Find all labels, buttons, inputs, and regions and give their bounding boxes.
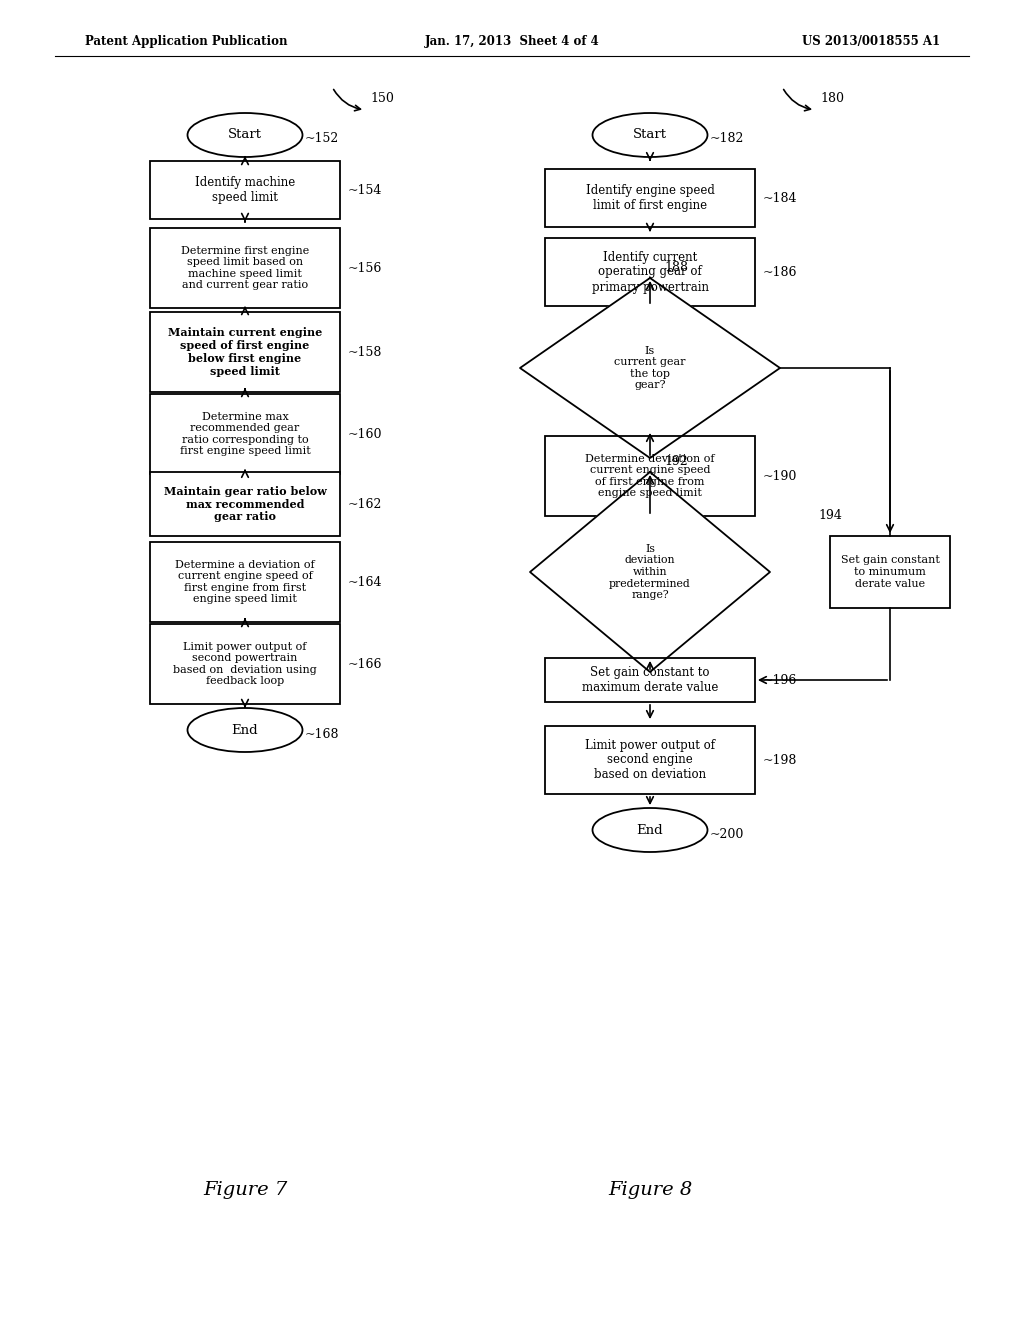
- Text: ~168: ~168: [305, 727, 340, 741]
- Bar: [150, 543, 340, 622]
- Text: Determine first engine
speed limit based on
machine speed limit
and current gear: Determine first engine speed limit based…: [181, 246, 309, 290]
- Text: ~154: ~154: [348, 183, 382, 197]
- Text: Identify machine
speed limit: Identify machine speed limit: [195, 176, 295, 205]
- Text: ~152: ~152: [305, 132, 339, 145]
- Text: Start: Start: [228, 128, 262, 141]
- Text: Limit power output of
second engine
based on deviation: Limit power output of second engine base…: [585, 738, 715, 781]
- Text: 194: 194: [818, 510, 842, 521]
- Text: ~160: ~160: [348, 428, 383, 441]
- Bar: [150, 393, 340, 474]
- Text: Is
current gear
the top
gear?: Is current gear the top gear?: [614, 346, 686, 391]
- Bar: [150, 624, 340, 704]
- Text: ~162: ~162: [348, 498, 382, 511]
- Ellipse shape: [187, 708, 302, 752]
- Polygon shape: [520, 279, 780, 458]
- Text: Jan. 17, 2013  Sheet 4 of 4: Jan. 17, 2013 Sheet 4 of 4: [425, 36, 599, 49]
- Text: Determine max
recommended gear
ratio corresponding to
first engine speed limit: Determine max recommended gear ratio cor…: [179, 412, 310, 457]
- Bar: [150, 473, 340, 536]
- Text: ~182: ~182: [710, 132, 744, 145]
- Bar: [150, 312, 340, 392]
- Ellipse shape: [593, 808, 708, 851]
- Text: ~164: ~164: [348, 576, 383, 589]
- Text: ~196: ~196: [763, 673, 798, 686]
- Bar: [830, 536, 950, 609]
- Ellipse shape: [593, 114, 708, 157]
- Text: Is
deviation
within
predetermined
range?: Is deviation within predetermined range?: [609, 544, 691, 601]
- Text: ~186: ~186: [763, 265, 798, 279]
- Bar: [545, 169, 755, 227]
- Text: Figure 8: Figure 8: [608, 1181, 692, 1199]
- Bar: [150, 228, 340, 308]
- Text: US 2013/0018555 A1: US 2013/0018555 A1: [802, 36, 940, 49]
- Text: Maintain gear ratio below
max recommended
gear ratio: Maintain gear ratio below max recommende…: [164, 486, 327, 523]
- Text: End: End: [231, 723, 258, 737]
- Text: Determine deviation of
current engine speed
of first engine from
engine speed li: Determine deviation of current engine sp…: [586, 454, 715, 499]
- Text: ~156: ~156: [348, 261, 382, 275]
- Bar: [545, 436, 755, 516]
- Text: Set gain constant to
maximum derate value: Set gain constant to maximum derate valu…: [582, 667, 718, 694]
- Text: Set gain constant
to minumum
derate value: Set gain constant to minumum derate valu…: [841, 556, 939, 589]
- Bar: [545, 726, 755, 795]
- Ellipse shape: [187, 114, 302, 157]
- Text: Start: Start: [633, 128, 667, 141]
- Text: ~166: ~166: [348, 657, 383, 671]
- Text: 188: 188: [664, 261, 688, 275]
- Text: ~184: ~184: [763, 191, 798, 205]
- Text: Identify engine speed
limit of first engine: Identify engine speed limit of first eng…: [586, 183, 715, 213]
- Text: Limit power output of
second powertrain
based on  deviation using
feedback loop: Limit power output of second powertrain …: [173, 642, 316, 686]
- Bar: [545, 238, 755, 306]
- Bar: [545, 657, 755, 702]
- Text: 180: 180: [820, 92, 844, 106]
- Text: ~198: ~198: [763, 754, 798, 767]
- Text: Determine a deviation of
current engine speed of
first engine from first
engine : Determine a deviation of current engine …: [175, 560, 314, 605]
- Text: End: End: [637, 824, 664, 837]
- Bar: [150, 161, 340, 219]
- Text: Identify current
operating gear of
primary powertrain: Identify current operating gear of prima…: [592, 251, 709, 293]
- Polygon shape: [530, 473, 770, 672]
- Text: ~190: ~190: [763, 470, 798, 483]
- Text: 150: 150: [370, 92, 394, 106]
- Text: 192: 192: [664, 455, 688, 469]
- Text: ~200: ~200: [710, 828, 744, 841]
- Text: Maintain current engine
speed of first engine
below first engine
speed limit: Maintain current engine speed of first e…: [168, 327, 323, 376]
- Text: ~158: ~158: [348, 346, 382, 359]
- Text: Figure 7: Figure 7: [203, 1181, 287, 1199]
- Text: Patent Application Publication: Patent Application Publication: [85, 36, 288, 49]
